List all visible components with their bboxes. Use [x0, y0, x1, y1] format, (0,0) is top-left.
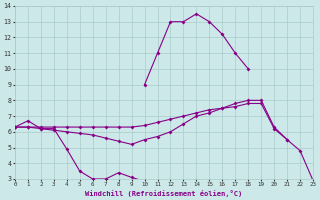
X-axis label: Windchill (Refroidissement éolien,°C): Windchill (Refroidissement éolien,°C)	[85, 190, 243, 197]
